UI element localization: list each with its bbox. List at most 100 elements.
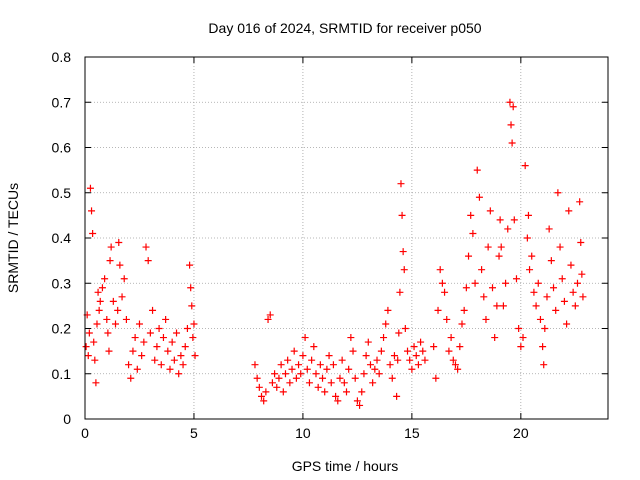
- x-tick-label: 5: [190, 425, 198, 441]
- data-point: [115, 239, 123, 247]
- data-point: [323, 365, 331, 373]
- data-point: [356, 401, 364, 409]
- data-point: [105, 347, 113, 355]
- data-point: [142, 243, 150, 251]
- data-point: [502, 279, 510, 287]
- data-point: [519, 334, 527, 342]
- data-point: [397, 180, 405, 188]
- data-point: [504, 225, 512, 233]
- data-point: [118, 293, 126, 301]
- data-point: [380, 334, 388, 342]
- data-point: [273, 383, 281, 391]
- y-axis-title: SRMTID / TECUs: [5, 183, 21, 293]
- data-point: [449, 356, 457, 364]
- data-point: [364, 338, 372, 346]
- data-point: [478, 266, 486, 274]
- data-point: [88, 207, 96, 215]
- data-point: [393, 392, 401, 400]
- data-point: [456, 343, 464, 351]
- data-point: [528, 252, 536, 260]
- data-point: [183, 325, 191, 332]
- data-point: [536, 315, 544, 323]
- y-tick-label: 0.6: [52, 140, 72, 156]
- data-point: [316, 361, 324, 369]
- data-point: [338, 356, 346, 364]
- data-point: [434, 306, 442, 314]
- data-point: [251, 361, 259, 369]
- data-point: [371, 365, 379, 373]
- data-point: [486, 207, 494, 215]
- data-point: [412, 352, 420, 360]
- data-point: [353, 397, 361, 405]
- data-point: [517, 343, 525, 351]
- data-point: [175, 370, 183, 378]
- data-point: [489, 284, 497, 292]
- data-point: [579, 293, 587, 301]
- data-point: [301, 334, 309, 342]
- data-point: [114, 306, 122, 314]
- data-point: [151, 356, 159, 364]
- x-tick-label: 15: [404, 425, 420, 441]
- data-point: [138, 352, 146, 360]
- data-point: [153, 343, 161, 351]
- data-point: [508, 139, 516, 147]
- data-point: [266, 311, 274, 319]
- data-point: [116, 261, 124, 269]
- data-point: [345, 365, 353, 373]
- data-point: [262, 388, 270, 396]
- axis-ticks: 0 5 10 15 20 0 0.1 0.2 0.3 0.4 0.5 0.6 0.7 0.8: [52, 49, 608, 441]
- plot-frame: [84, 56, 609, 420]
- data-point: [545, 225, 553, 233]
- data-point: [332, 392, 340, 400]
- y-tick-label: 0.3: [52, 275, 72, 291]
- data-point: [421, 356, 429, 364]
- data-point: [560, 297, 568, 305]
- data-point: [190, 320, 198, 328]
- y-tick-label: 0.2: [52, 321, 72, 337]
- data-point: [314, 383, 322, 391]
- data-point: [189, 334, 197, 342]
- data-point: [146, 329, 154, 337]
- data-point: [271, 370, 279, 378]
- data-point: [86, 184, 94, 192]
- data-point: [406, 356, 414, 364]
- data-point: [532, 302, 540, 310]
- data-point: [329, 361, 337, 369]
- data-point: [571, 302, 579, 310]
- data-point: [93, 320, 101, 328]
- data-point: [303, 365, 311, 373]
- data-point: [506, 98, 514, 106]
- data-point: [260, 397, 268, 405]
- data-point: [443, 315, 451, 323]
- data-point: [164, 347, 172, 355]
- data-point: [530, 288, 538, 296]
- data-point: [414, 361, 422, 369]
- data-point: [255, 383, 263, 391]
- data-point: [319, 374, 327, 382]
- data-point: [170, 356, 178, 364]
- data-point: [186, 261, 194, 269]
- data-point: [112, 320, 120, 328]
- data-point: [384, 306, 392, 314]
- data-point: [515, 325, 523, 332]
- data-point: [499, 302, 507, 310]
- data-point: [290, 347, 298, 355]
- data-point: [408, 365, 416, 373]
- data-point: [281, 370, 289, 378]
- data-point: [299, 352, 307, 360]
- data-point: [410, 343, 418, 351]
- data-point: [386, 361, 394, 369]
- data-point: [469, 229, 477, 237]
- data-point: [179, 361, 187, 369]
- data-point: [482, 315, 490, 323]
- data-point: [104, 329, 112, 337]
- data-point: [297, 370, 305, 378]
- data-point: [541, 325, 549, 332]
- data-point: [375, 370, 383, 378]
- data-point: [253, 374, 261, 382]
- data-point: [284, 356, 292, 364]
- data-point: [521, 162, 529, 170]
- data-point: [125, 361, 133, 369]
- data-point: [82, 343, 90, 351]
- y-tick-label: 0.1: [52, 366, 72, 382]
